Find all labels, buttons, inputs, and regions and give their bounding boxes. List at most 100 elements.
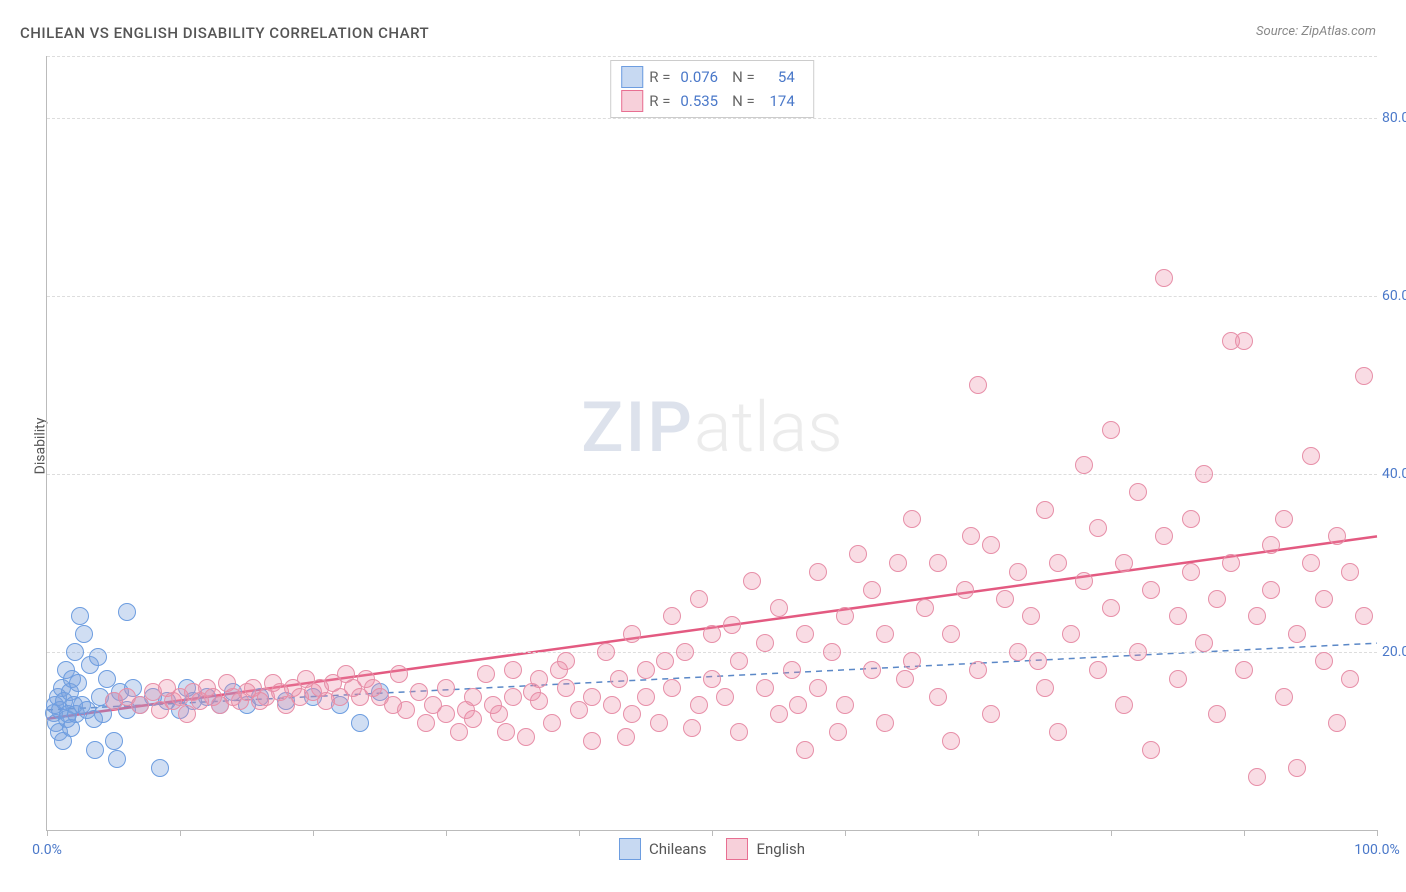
scatter-point bbox=[690, 696, 708, 714]
scatter-point bbox=[504, 688, 522, 706]
scatter-point bbox=[1248, 768, 1266, 786]
scatter-point bbox=[796, 625, 814, 643]
x-tick bbox=[1244, 830, 1245, 836]
scatter-point bbox=[829, 723, 847, 741]
x-tick bbox=[579, 830, 580, 836]
scatter-point bbox=[86, 741, 104, 759]
scatter-point bbox=[637, 661, 655, 679]
x-tick bbox=[712, 830, 713, 836]
scatter-point bbox=[1009, 563, 1027, 581]
gridline bbox=[47, 296, 1377, 297]
scatter-point bbox=[151, 759, 169, 777]
scatter-point bbox=[1089, 661, 1107, 679]
scatter-point bbox=[743, 572, 761, 590]
scatter-point bbox=[603, 696, 621, 714]
scatter-point bbox=[550, 661, 568, 679]
scatter-point bbox=[623, 625, 641, 643]
scatter-point bbox=[1075, 456, 1093, 474]
scatter-point bbox=[1102, 599, 1120, 617]
x-tick bbox=[446, 830, 447, 836]
scatter-point bbox=[863, 661, 881, 679]
scatter-point bbox=[570, 701, 588, 719]
scatter-point bbox=[809, 679, 827, 697]
scatter-point bbox=[437, 705, 455, 723]
y-tick-label: 80.0% bbox=[1382, 110, 1406, 126]
scatter-point bbox=[1075, 572, 1093, 590]
scatter-point bbox=[1049, 723, 1067, 741]
scatter-point bbox=[1208, 590, 1226, 608]
scatter-point bbox=[1262, 581, 1280, 599]
legend-swatch bbox=[619, 838, 641, 860]
scatter-point bbox=[1129, 643, 1147, 661]
scatter-point bbox=[796, 741, 814, 759]
scatter-point bbox=[89, 648, 107, 666]
scatter-point bbox=[1341, 670, 1359, 688]
scatter-point bbox=[676, 643, 694, 661]
gridline bbox=[47, 56, 1377, 57]
scatter-point bbox=[996, 590, 1014, 608]
scatter-point bbox=[1049, 554, 1067, 572]
scatter-point bbox=[490, 705, 508, 723]
scatter-point bbox=[1169, 670, 1187, 688]
scatter-point bbox=[969, 376, 987, 394]
x-tick bbox=[1377, 830, 1378, 836]
scatter-point bbox=[683, 719, 701, 737]
scatter-point bbox=[650, 714, 668, 732]
scatter-point bbox=[437, 679, 455, 697]
scatter-point bbox=[1115, 696, 1133, 714]
scatter-point bbox=[1235, 332, 1253, 350]
scatter-point bbox=[1302, 554, 1320, 572]
scatter-point bbox=[1182, 510, 1200, 528]
scatter-point bbox=[823, 643, 841, 661]
scatter-point bbox=[1195, 634, 1213, 652]
scatter-point bbox=[543, 714, 561, 732]
y-tick-label: 60.0% bbox=[1382, 288, 1406, 304]
legend-item: English bbox=[726, 838, 805, 860]
plot-area: ZIPatlas R =0.076N =54R =0.535N =174 Chi… bbox=[46, 56, 1377, 831]
scatter-point bbox=[956, 581, 974, 599]
scatter-point bbox=[1302, 447, 1320, 465]
scatter-point bbox=[982, 705, 1000, 723]
legend-bottom: ChileansEnglish bbox=[619, 838, 805, 860]
scatter-point bbox=[770, 705, 788, 723]
scatter-point bbox=[1036, 501, 1054, 519]
scatter-point bbox=[1089, 519, 1107, 537]
scatter-point bbox=[557, 679, 575, 697]
scatter-point bbox=[617, 728, 635, 746]
scatter-point bbox=[929, 688, 947, 706]
x-tick bbox=[313, 830, 314, 836]
scatter-point bbox=[969, 661, 987, 679]
legend-stat-row: R =0.535N =174 bbox=[621, 89, 803, 113]
scatter-point bbox=[849, 545, 867, 563]
scatter-point bbox=[450, 723, 468, 741]
scatter-point bbox=[66, 643, 84, 661]
x-tick bbox=[978, 830, 979, 836]
scatter-point bbox=[105, 732, 123, 750]
scatter-point bbox=[1142, 581, 1160, 599]
y-tick-label: 20.0% bbox=[1382, 644, 1406, 660]
scatter-point bbox=[1182, 563, 1200, 581]
scatter-point bbox=[1328, 714, 1346, 732]
x-tick-label: 100.0% bbox=[1354, 842, 1399, 858]
scatter-point bbox=[1235, 661, 1253, 679]
scatter-point bbox=[1222, 554, 1240, 572]
scatter-point bbox=[1029, 652, 1047, 670]
scatter-point bbox=[783, 661, 801, 679]
scatter-point bbox=[903, 652, 921, 670]
scatter-point bbox=[876, 714, 894, 732]
scatter-point bbox=[523, 683, 541, 701]
scatter-point bbox=[1262, 536, 1280, 554]
scatter-point bbox=[497, 723, 515, 741]
scatter-point bbox=[1288, 625, 1306, 643]
scatter-point bbox=[1036, 679, 1054, 697]
scatter-point bbox=[75, 625, 93, 643]
scatter-point bbox=[982, 536, 1000, 554]
legend-swatch bbox=[621, 90, 643, 112]
scatter-point bbox=[637, 688, 655, 706]
chart-title: CHILEAN VS ENGLISH DISABILITY CORRELATIO… bbox=[20, 24, 429, 42]
scatter-point bbox=[583, 688, 601, 706]
scatter-point bbox=[756, 679, 774, 697]
x-tick bbox=[47, 830, 48, 836]
scatter-point bbox=[929, 554, 947, 572]
scatter-point bbox=[916, 599, 934, 617]
